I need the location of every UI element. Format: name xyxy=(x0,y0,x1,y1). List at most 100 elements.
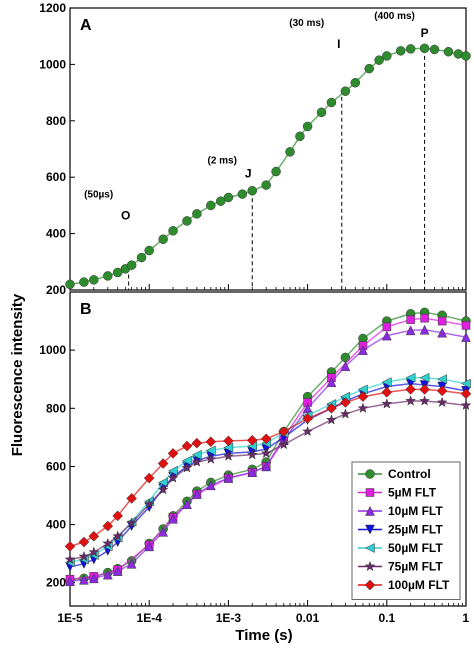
data-point xyxy=(88,573,99,584)
data-point xyxy=(192,209,202,219)
data-point xyxy=(382,322,392,332)
data-point xyxy=(88,546,100,557)
data-point xyxy=(182,499,192,509)
data-point xyxy=(126,260,137,270)
data-point xyxy=(205,445,216,456)
data-point xyxy=(381,377,392,388)
phase-label-o: O xyxy=(121,208,130,222)
data-point xyxy=(405,372,416,383)
data-point xyxy=(405,44,416,54)
data-point xyxy=(136,252,147,263)
legend-entry: 10µM FLT xyxy=(388,504,443,518)
data-point xyxy=(437,374,447,385)
x-tick-label: 0.01 xyxy=(296,611,320,625)
data-point xyxy=(88,530,100,542)
panel-b-frame xyxy=(69,291,467,607)
data-point xyxy=(79,574,89,585)
data-point xyxy=(64,541,76,552)
y-tick-label: 800 xyxy=(46,401,66,415)
data-point xyxy=(302,121,313,132)
data-point xyxy=(357,391,369,403)
phase-time-label-j: (2 ms) xyxy=(208,155,237,166)
data-point xyxy=(278,426,290,437)
data-point xyxy=(381,398,393,409)
data-point xyxy=(112,267,123,278)
y-tick-label: 600 xyxy=(46,170,66,184)
panel-label: A xyxy=(80,17,92,34)
data-point xyxy=(461,51,471,61)
data-point xyxy=(246,449,258,460)
data-point xyxy=(78,550,90,562)
series-100-m-flt xyxy=(64,384,472,552)
panel-a-frame xyxy=(69,7,467,291)
data-point xyxy=(215,196,226,206)
data-point xyxy=(437,316,447,326)
data-point xyxy=(191,489,202,499)
data-point xyxy=(460,399,472,411)
panel-b: 200 400 600 800 1000 1E-5 1E-4 1E-3 0.01 0.1 1 B xyxy=(39,291,472,625)
x-tick-label: 1 xyxy=(462,611,469,625)
y-tick-label: 600 xyxy=(46,459,66,473)
data-point xyxy=(260,447,272,459)
data-point xyxy=(144,541,155,552)
legend-entry: 75µM FLT xyxy=(388,560,443,574)
data-point xyxy=(261,180,271,190)
data-point xyxy=(247,185,257,196)
data-point xyxy=(112,510,124,522)
data-point xyxy=(78,536,90,548)
y-tick-label: 200 xyxy=(46,283,66,297)
data-point xyxy=(302,403,313,414)
data-point xyxy=(419,372,430,383)
data-point xyxy=(381,386,393,398)
series-75-m-flt xyxy=(64,395,472,565)
data-point xyxy=(168,226,178,236)
data-point xyxy=(429,44,440,55)
data-point xyxy=(181,440,193,452)
data-point xyxy=(126,558,137,569)
series-line xyxy=(69,47,467,286)
data-point xyxy=(278,438,290,450)
data-point xyxy=(271,166,281,177)
phase-time-label-i: (30 ms) xyxy=(289,18,324,29)
data-point xyxy=(168,513,178,524)
y-tick-label: 200 xyxy=(46,576,66,590)
data-point xyxy=(406,315,415,324)
legend-swatch-marker xyxy=(365,488,375,497)
data-point xyxy=(143,498,155,509)
data-point xyxy=(65,279,75,290)
data-point xyxy=(382,51,392,61)
legend-entry: 25µM FLT xyxy=(388,523,443,537)
series-10-m-flt xyxy=(65,324,471,587)
data-point xyxy=(302,413,313,424)
legend-swatch-marker xyxy=(364,560,376,572)
data-point xyxy=(112,530,124,541)
data-point xyxy=(326,377,337,387)
phase-label-j: J xyxy=(245,166,252,180)
data-point xyxy=(419,324,430,335)
legend-swatch-marker xyxy=(365,505,375,516)
data-point xyxy=(443,46,454,57)
x-tick-label: 1E-3 xyxy=(216,611,242,625)
data-point xyxy=(158,526,169,537)
data-point xyxy=(260,433,272,445)
y-tick-label: 400 xyxy=(46,227,66,241)
data-point xyxy=(419,43,430,54)
panel-a: 200 400 600 800 1000 1200 A O (50µs) J (2 ms) I (30 … xyxy=(39,1,471,297)
data-point xyxy=(65,576,75,587)
y-tick-label: 1000 xyxy=(39,57,66,71)
data-point xyxy=(339,408,351,419)
data-point xyxy=(285,147,295,157)
data-point xyxy=(182,216,192,226)
data-point xyxy=(436,385,448,397)
data-point xyxy=(460,378,471,389)
data-point xyxy=(395,46,406,56)
y-tick-label: 1200 xyxy=(39,1,66,15)
data-point xyxy=(419,395,431,406)
legend-swatch-marker xyxy=(365,524,375,535)
data-point xyxy=(326,402,337,414)
data-point xyxy=(364,63,374,74)
phase-label-p: P xyxy=(421,26,429,40)
data-point xyxy=(436,396,448,408)
data-point xyxy=(222,450,234,461)
data-point xyxy=(167,448,179,459)
